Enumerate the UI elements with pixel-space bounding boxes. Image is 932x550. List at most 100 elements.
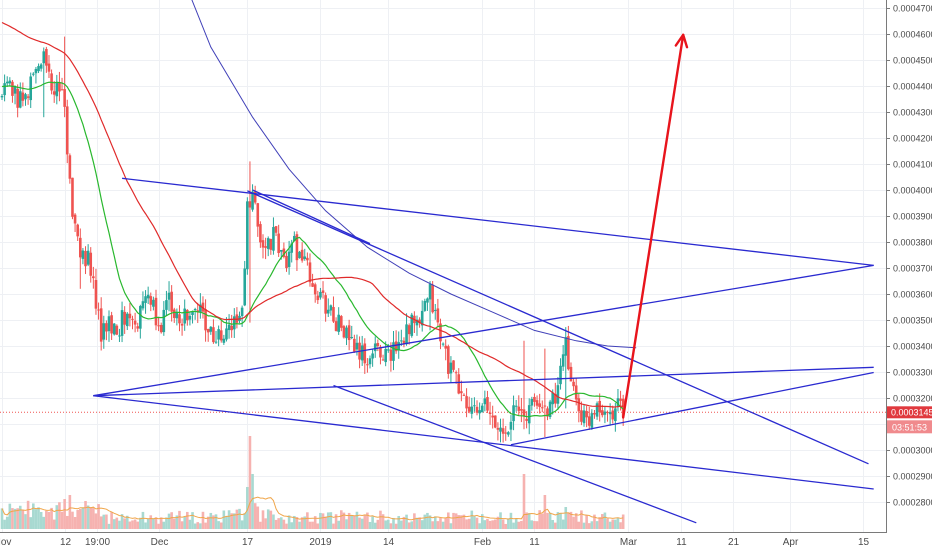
candle-body: [467, 406, 471, 412]
volume-bar: [240, 520, 244, 529]
volume-bar: [71, 511, 74, 529]
volume-bar: [373, 522, 377, 529]
candle-body: [89, 252, 93, 276]
volume-bar: [120, 514, 124, 529]
candle-body: [293, 235, 296, 242]
volume-bar: [274, 519, 278, 529]
volume-bar: [199, 523, 202, 529]
volume-bar: [165, 517, 168, 529]
price-tick-label: 0.0003300: [893, 368, 932, 378]
projection-arrow[interactable]: [622, 33, 689, 419]
volume-bar: [89, 507, 93, 529]
candle-body: [201, 302, 205, 312]
candle-body: [363, 343, 367, 364]
volume-bar: [316, 523, 320, 529]
volume-bar: [193, 523, 197, 529]
candle-body: [243, 268, 247, 306]
time-tick-label: 11: [676, 537, 687, 548]
price-axis-background: [886, 0, 932, 550]
projection-arrow-shaft: [622, 33, 685, 419]
volume-bar: [413, 513, 416, 529]
volume-bar: [144, 522, 147, 529]
volume-bar: [428, 515, 432, 529]
trendline: [510, 371, 874, 446]
candle-body: [501, 428, 505, 434]
candle-body: [112, 323, 116, 335]
ma-fast-line: [1, 81, 624, 418]
candle-body: [68, 155, 72, 179]
candle-body: [514, 405, 518, 407]
volume-bar: [433, 516, 437, 529]
candle-body: [334, 321, 338, 331]
volume-bar: [397, 516, 401, 529]
volume-bar: [504, 523, 508, 529]
volume-bar: [533, 521, 536, 529]
volume-bar: [540, 513, 544, 529]
time-axis[interactable]: Nov 12 19:00 Dec 17 2019 14 Feb 11 Mar 11 21 Apr 15: [0, 532, 932, 550]
candle-body: [60, 89, 64, 91]
candle-body: [483, 398, 487, 405]
volume-bar: [313, 516, 317, 529]
volume-bar: [431, 521, 434, 529]
volume-bar: [128, 521, 132, 529]
volume-bar: [410, 521, 414, 529]
volume-bar: [376, 519, 380, 529]
candle-body: [564, 337, 568, 356]
volume-bar: [65, 515, 69, 529]
volume-bar: [112, 519, 116, 529]
volume-bar: [321, 513, 325, 529]
candle-body: [332, 307, 335, 322]
trendline: [333, 384, 697, 524]
volume-bar: [512, 522, 515, 529]
candle-body: [454, 372, 458, 374]
candle-body: [13, 86, 17, 94]
price-tick-label: 0.0003800: [893, 238, 932, 248]
candle-body: [183, 308, 186, 324]
volume-bar: [538, 510, 541, 529]
candle-body: [219, 330, 223, 341]
volume-bar: [460, 515, 463, 529]
price-axis[interactable]: 0.00028000.00029000.00030000.00031000.00…: [886, 0, 932, 550]
volume-bar: [107, 523, 111, 529]
candle-body: [285, 255, 288, 269]
volume-bar: [559, 513, 562, 529]
price-tick-label: 0.0004000: [893, 186, 932, 196]
candle-body: [577, 398, 581, 412]
volume-bar: [509, 512, 513, 529]
volume-bar: [300, 517, 304, 529]
candle-body: [251, 191, 254, 210]
candle-body: [259, 224, 262, 243]
volume-bar: [590, 521, 594, 529]
volume-bar: [551, 520, 555, 529]
candle-body: [175, 311, 179, 319]
volume-bar: [572, 516, 575, 529]
last-price-tag: 0.0003145 03:51:53: [887, 406, 932, 434]
volume-bar: [0, 508, 4, 529]
volume-bar: [465, 519, 468, 529]
volume-bar: [8, 503, 12, 529]
candle-body: [324, 295, 327, 314]
volume-bar: [585, 515, 588, 529]
volume-bar: [251, 474, 254, 529]
volume-bar: [16, 508, 19, 529]
candle-body: [118, 335, 121, 337]
volume-bar: [567, 512, 570, 529]
ma-mid-line: [1, 21, 624, 408]
volume-bar: [473, 516, 476, 529]
candle-body: [548, 401, 552, 417]
volume-bar: [73, 516, 77, 529]
candle-body: [188, 315, 192, 320]
volume-bar: [76, 509, 79, 529]
candle-body: [493, 415, 497, 428]
moving-averages: [1, 0, 637, 418]
candle-body: [569, 366, 573, 382]
volume-bar: [580, 510, 583, 529]
volume-bar: [206, 516, 210, 529]
volume-bar: [530, 520, 534, 529]
volume-bar: [488, 520, 492, 529]
trendline-drawings[interactable]: [93, 177, 874, 524]
volume-bar: [217, 521, 220, 529]
candle-body: [214, 341, 218, 343]
volume-bar: [418, 517, 421, 529]
